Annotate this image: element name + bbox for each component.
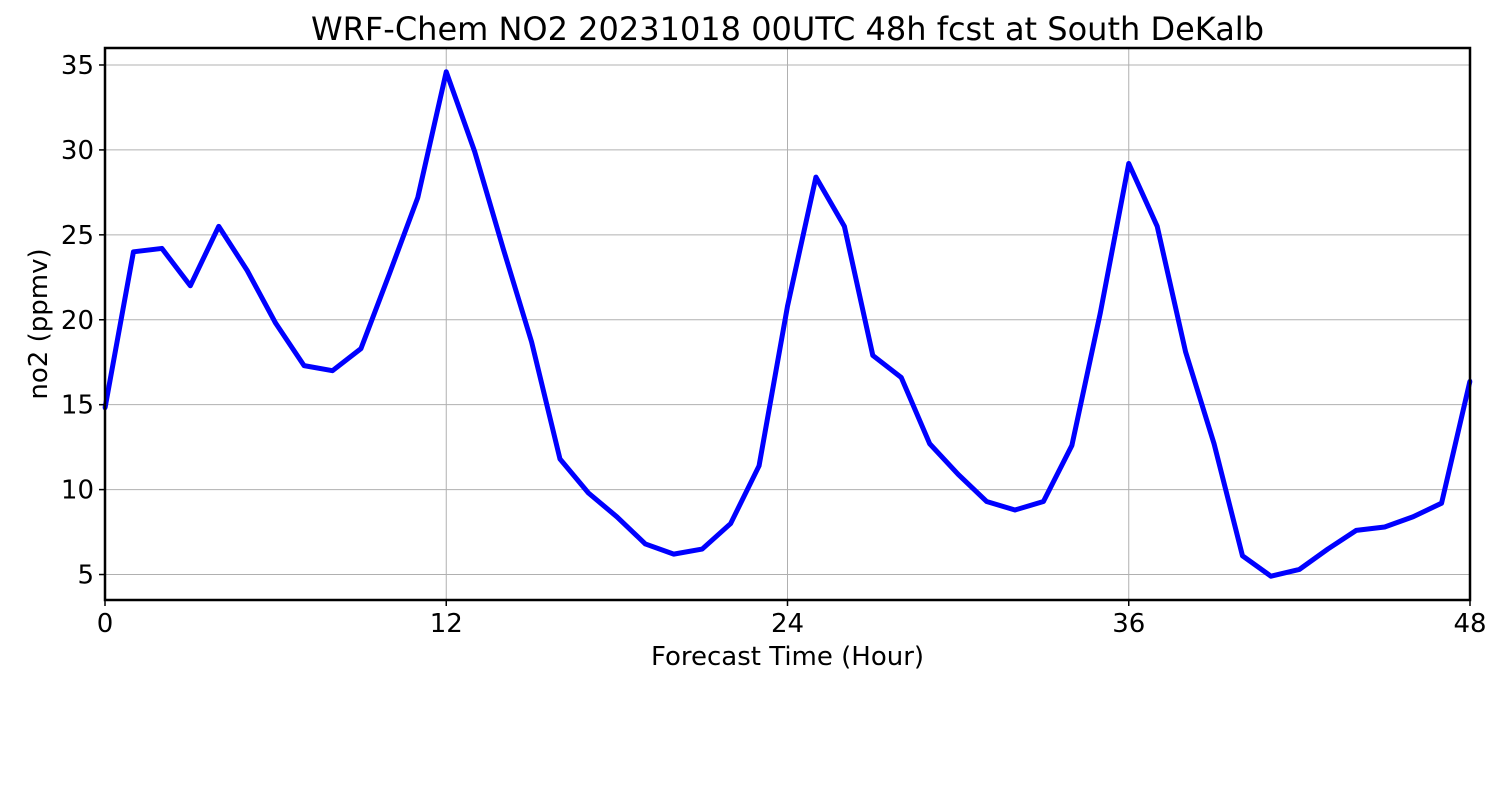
no2-data-point bbox=[728, 521, 733, 526]
no2-data-point bbox=[1382, 524, 1387, 530]
y-tick-label: 35 bbox=[61, 51, 94, 81]
y-tick-label: 15 bbox=[61, 391, 94, 421]
no2-data-point bbox=[1240, 553, 1245, 559]
no2-data-point bbox=[614, 514, 620, 519]
no2-data-point bbox=[1268, 574, 1274, 579]
no2-data-point bbox=[785, 303, 790, 309]
y-tick-label: 10 bbox=[61, 476, 94, 506]
no2-data-point bbox=[472, 149, 477, 154]
no2-data-point bbox=[1439, 500, 1444, 506]
no2-data-point bbox=[984, 499, 989, 504]
no2-data-point bbox=[216, 224, 221, 229]
no2-data-point bbox=[1183, 349, 1188, 355]
no2-data-point bbox=[1354, 528, 1359, 533]
no2-data-point bbox=[500, 246, 506, 251]
no2-data-point bbox=[131, 249, 136, 255]
no2-data-point bbox=[1126, 161, 1131, 166]
x-tick-label: 48 bbox=[1453, 609, 1486, 639]
x-tick-label: 36 bbox=[1112, 609, 1145, 639]
axis-ticks: 0 12 24 36 48 5 10 15 20 25 30 35 bbox=[61, 51, 1487, 639]
no2-data-point bbox=[159, 246, 165, 251]
no2-data-point bbox=[358, 346, 364, 351]
no2-data-point bbox=[955, 472, 961, 477]
no2-data-point bbox=[643, 541, 648, 547]
no2-data-point bbox=[330, 368, 335, 373]
no2-data-point bbox=[1297, 567, 1302, 572]
series-layer bbox=[102, 69, 1473, 579]
chart-title: WRF-Chem NO2 20231018 00UTC 48h fcst at … bbox=[311, 10, 1264, 48]
no2-data-point bbox=[1012, 507, 1018, 513]
no2-data-point bbox=[273, 320, 278, 326]
no2-data-point bbox=[188, 283, 193, 288]
no2-data-point bbox=[671, 551, 676, 557]
x-tick-label: 12 bbox=[430, 609, 463, 639]
no2-data-point bbox=[1154, 224, 1160, 229]
no2-data-point bbox=[1325, 546, 1331, 552]
no2-data-point bbox=[756, 463, 762, 469]
y-tick-label: 30 bbox=[61, 136, 94, 166]
no2-data-point bbox=[927, 441, 932, 446]
no2-data-point bbox=[387, 271, 392, 277]
no2-data-point bbox=[813, 174, 819, 180]
no2-data-point bbox=[870, 353, 876, 358]
no2-data-point bbox=[301, 363, 307, 368]
y-tick-label: 5 bbox=[77, 561, 94, 591]
no2-data-point bbox=[842, 224, 847, 229]
no2-data-point bbox=[1069, 443, 1075, 448]
no2-data-point bbox=[899, 375, 904, 380]
y-tick-label: 20 bbox=[61, 306, 94, 336]
y-axis-label: no2 (ppmv) bbox=[24, 248, 54, 399]
x-tick-label: 0 bbox=[97, 609, 114, 639]
no2-data-point bbox=[586, 490, 591, 496]
grid-lines bbox=[104, 48, 1471, 600]
x-axis-label: Forecast Time (Hour) bbox=[651, 642, 924, 672]
no2-data-point bbox=[699, 546, 705, 552]
no2-data-point bbox=[557, 456, 563, 462]
no2-data-point bbox=[529, 339, 534, 345]
no2-data-point bbox=[1410, 514, 1416, 519]
no2-data-point bbox=[415, 195, 421, 200]
y-tick-label: 25 bbox=[61, 221, 94, 251]
no2-data-point bbox=[444, 69, 449, 74]
no2-data-point bbox=[244, 268, 250, 273]
no2-data-point bbox=[1041, 499, 1046, 504]
no2-data-point bbox=[1211, 441, 1217, 446]
x-tick-label: 24 bbox=[771, 609, 804, 639]
no2-data-point bbox=[1098, 310, 1103, 316]
